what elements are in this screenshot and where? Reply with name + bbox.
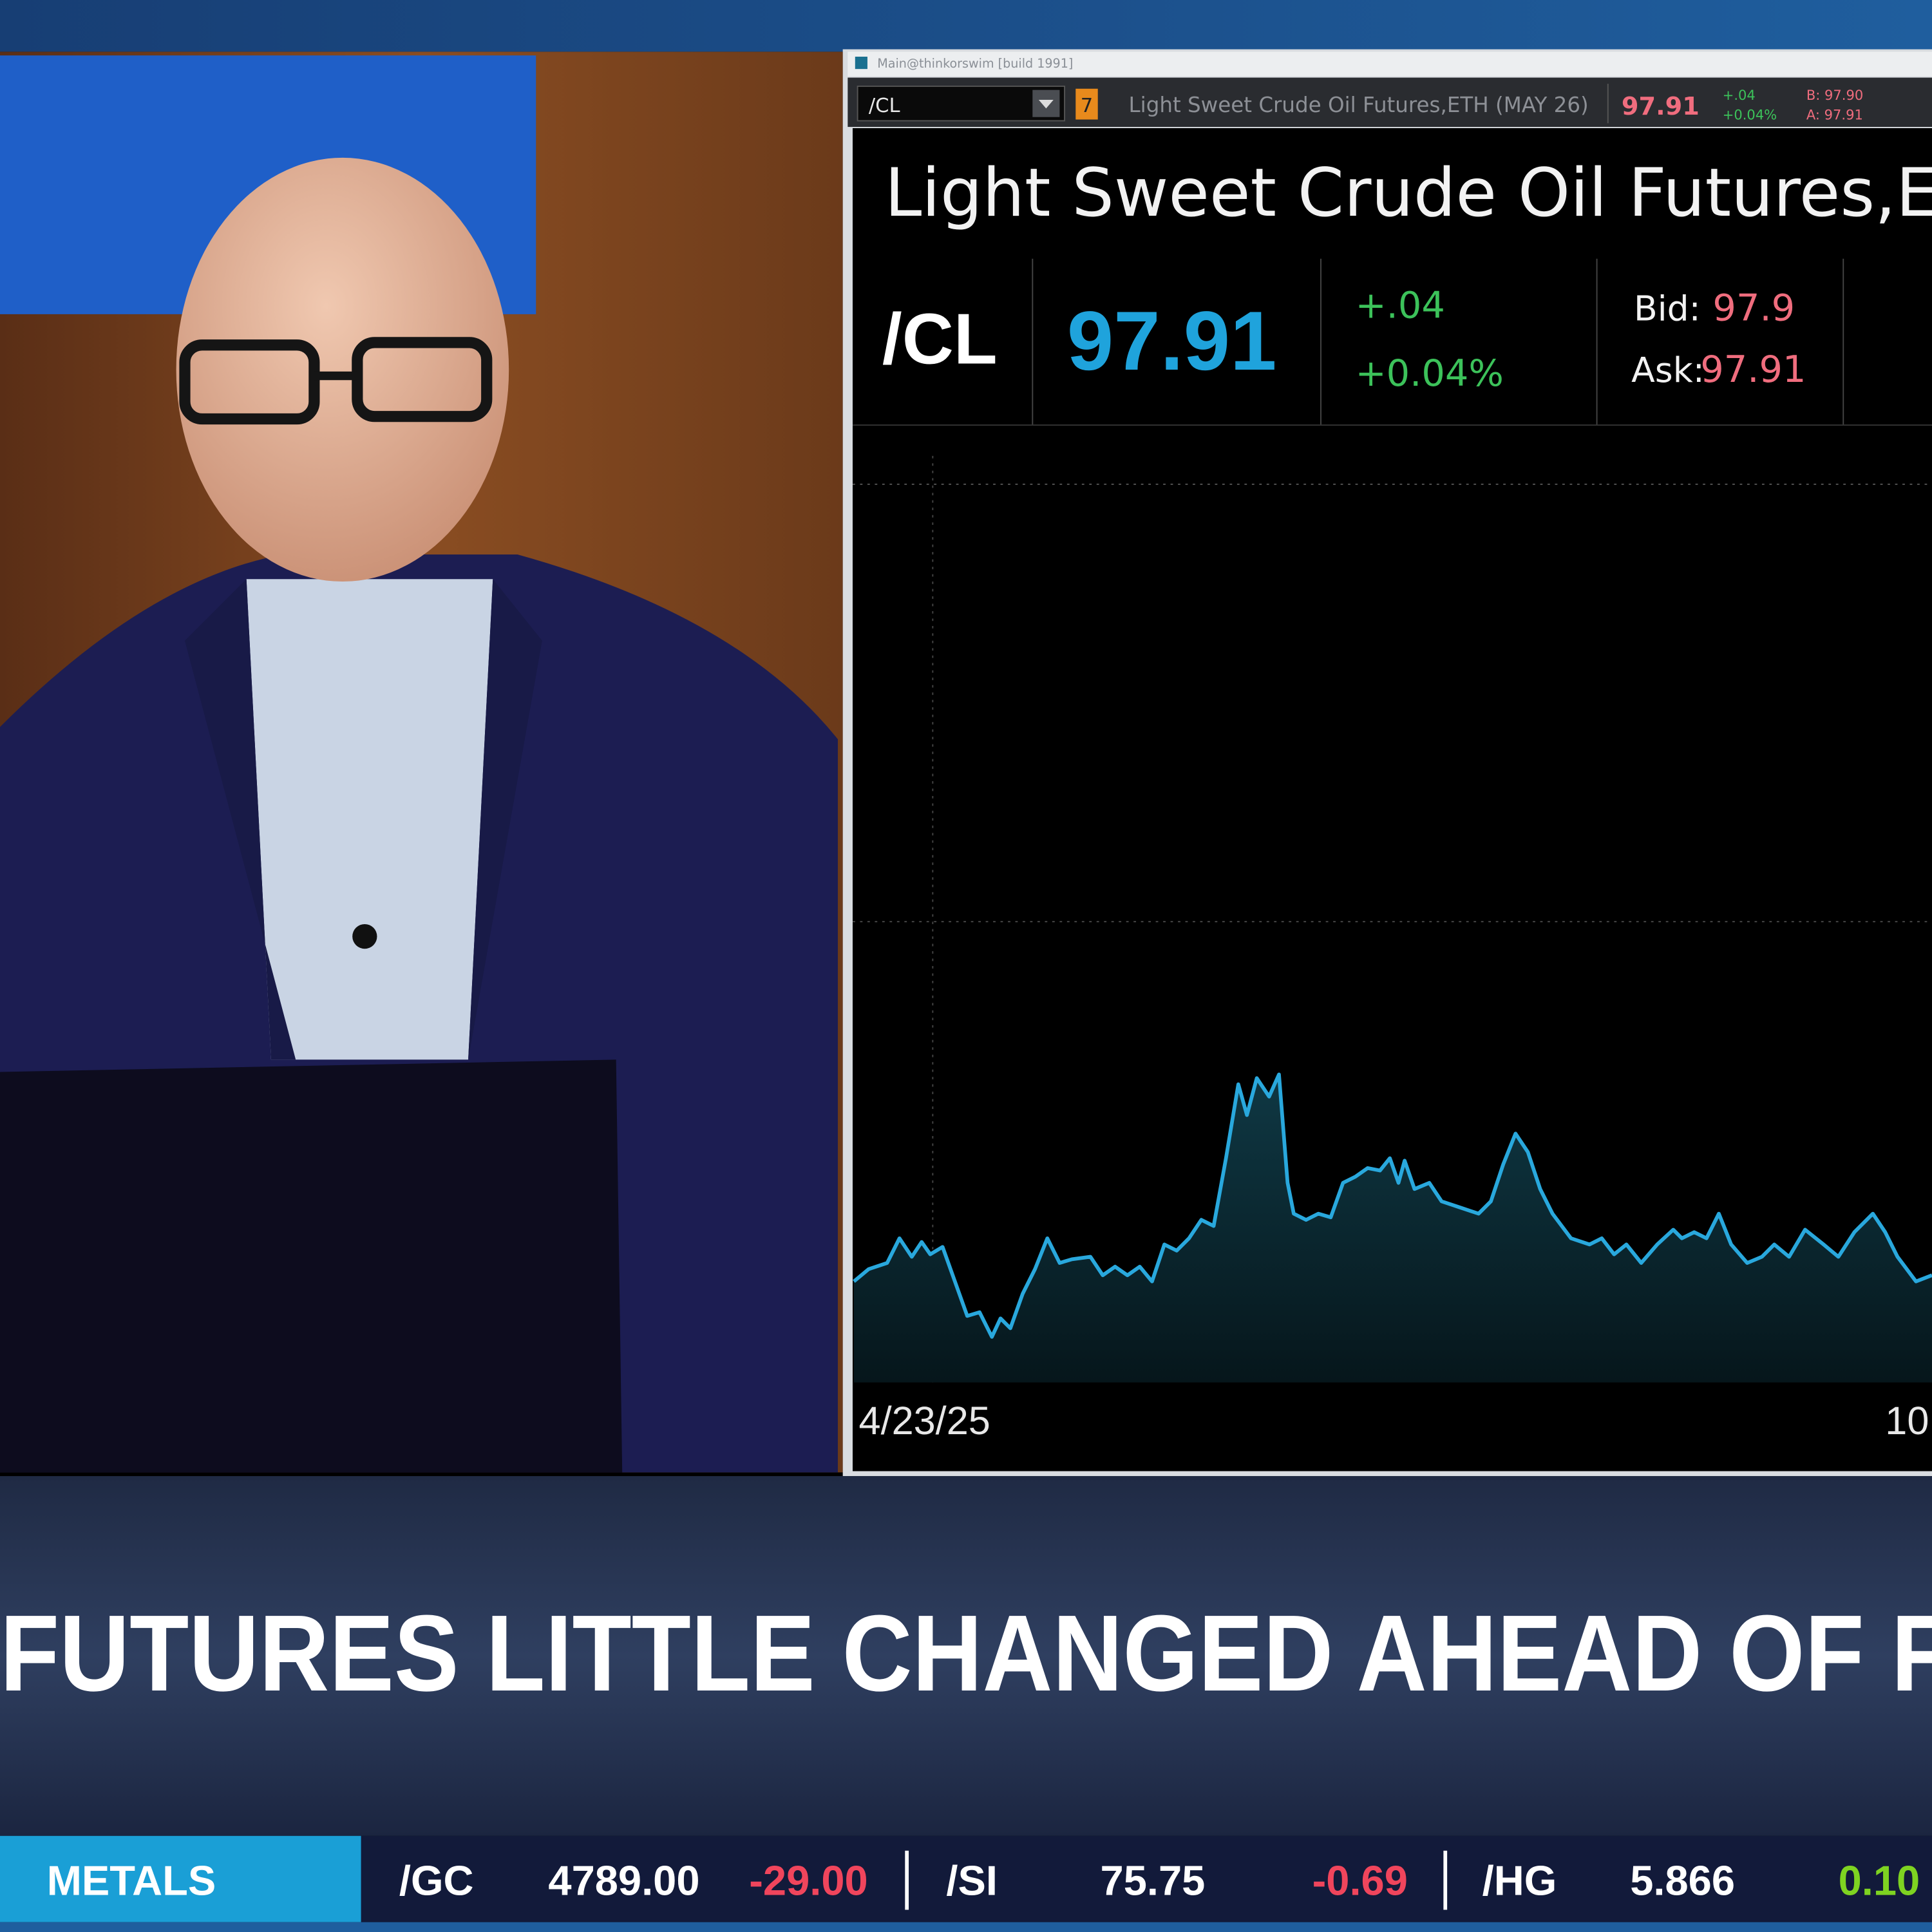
app-icon [855,57,867,70]
ticker-category: METALS [47,1857,216,1904]
toolbar-symbol: /CL [869,95,900,117]
x-tick-label: 4/23/25 [859,1399,990,1443]
ask-label: Ask: [1631,350,1705,390]
ticker-price: 4789.00 [548,1857,699,1904]
top-band [0,0,1932,52]
x-tick-label: 10 [1885,1399,1929,1443]
head [176,157,509,582]
price-line [853,1072,1932,1339]
ticker-change: -29.00 [749,1857,867,1904]
presenter-video [0,52,843,1473]
bid-label: Bid: [1634,288,1701,328]
window-titlebar [848,52,1932,77]
ticker-category-box [0,1835,361,1922]
toolbar-change: +.04 [1723,87,1756,103]
microphone [352,923,377,949]
toolbar-ask: A: 97.91 [1806,107,1863,123]
header-symbol: /CL [882,299,998,379]
ask-value: 97.91 [1700,348,1806,391]
lapel [184,579,542,1060]
ticker-symbol: /SI [946,1857,998,1904]
ticker-symbol: /GC [399,1857,474,1904]
shirt [246,579,493,1060]
toolbar-change-pct: +0.04% [1723,107,1777,123]
trading-window: Main@thinkorswim [build 1991] /CL 7 Ligh… [842,49,1932,1477]
header-change-pct: +0.04% [1356,352,1504,395]
ticker-price: 5.866 [1630,1857,1735,1904]
headline-band [0,1476,1932,1836]
toolbar-last: 97.91 [1622,92,1700,121]
link-badge[interactable] [1075,88,1098,120]
instrument-title: Light Sweet Crude Oil Futures,ET [885,155,1932,232]
laptop [0,1059,623,1473]
dropdown-arrow [1038,99,1054,109]
header-change: +.04 [1356,284,1445,327]
headline: FUTURES LITTLE CHANGED AHEAD OF FR [0,1593,1932,1714]
toolbar-bid: B: 97.90 [1806,87,1863,103]
ticker-price: 75.75 [1101,1857,1206,1904]
toolbar-description: Light Sweet Crude Oil Futures,ETH (MAY 2… [1129,93,1589,117]
ticker-change: 0.10 [1839,1857,1920,1904]
symbol-box[interactable] [857,85,1066,122]
link-badge-label: 7 [1081,95,1093,117]
ticker-symbol: /HG [1482,1857,1557,1904]
window-title: Main@thinkorswim [build 1991] [877,56,1073,71]
glasses-left [179,339,320,425]
ticker-change: -0.69 [1312,1857,1408,1904]
header-last: 97.91 [1067,294,1277,388]
price-area [853,1074,1932,1383]
bottom-band [0,1922,1932,1932]
bid-value: 97.9 [1712,286,1795,329]
